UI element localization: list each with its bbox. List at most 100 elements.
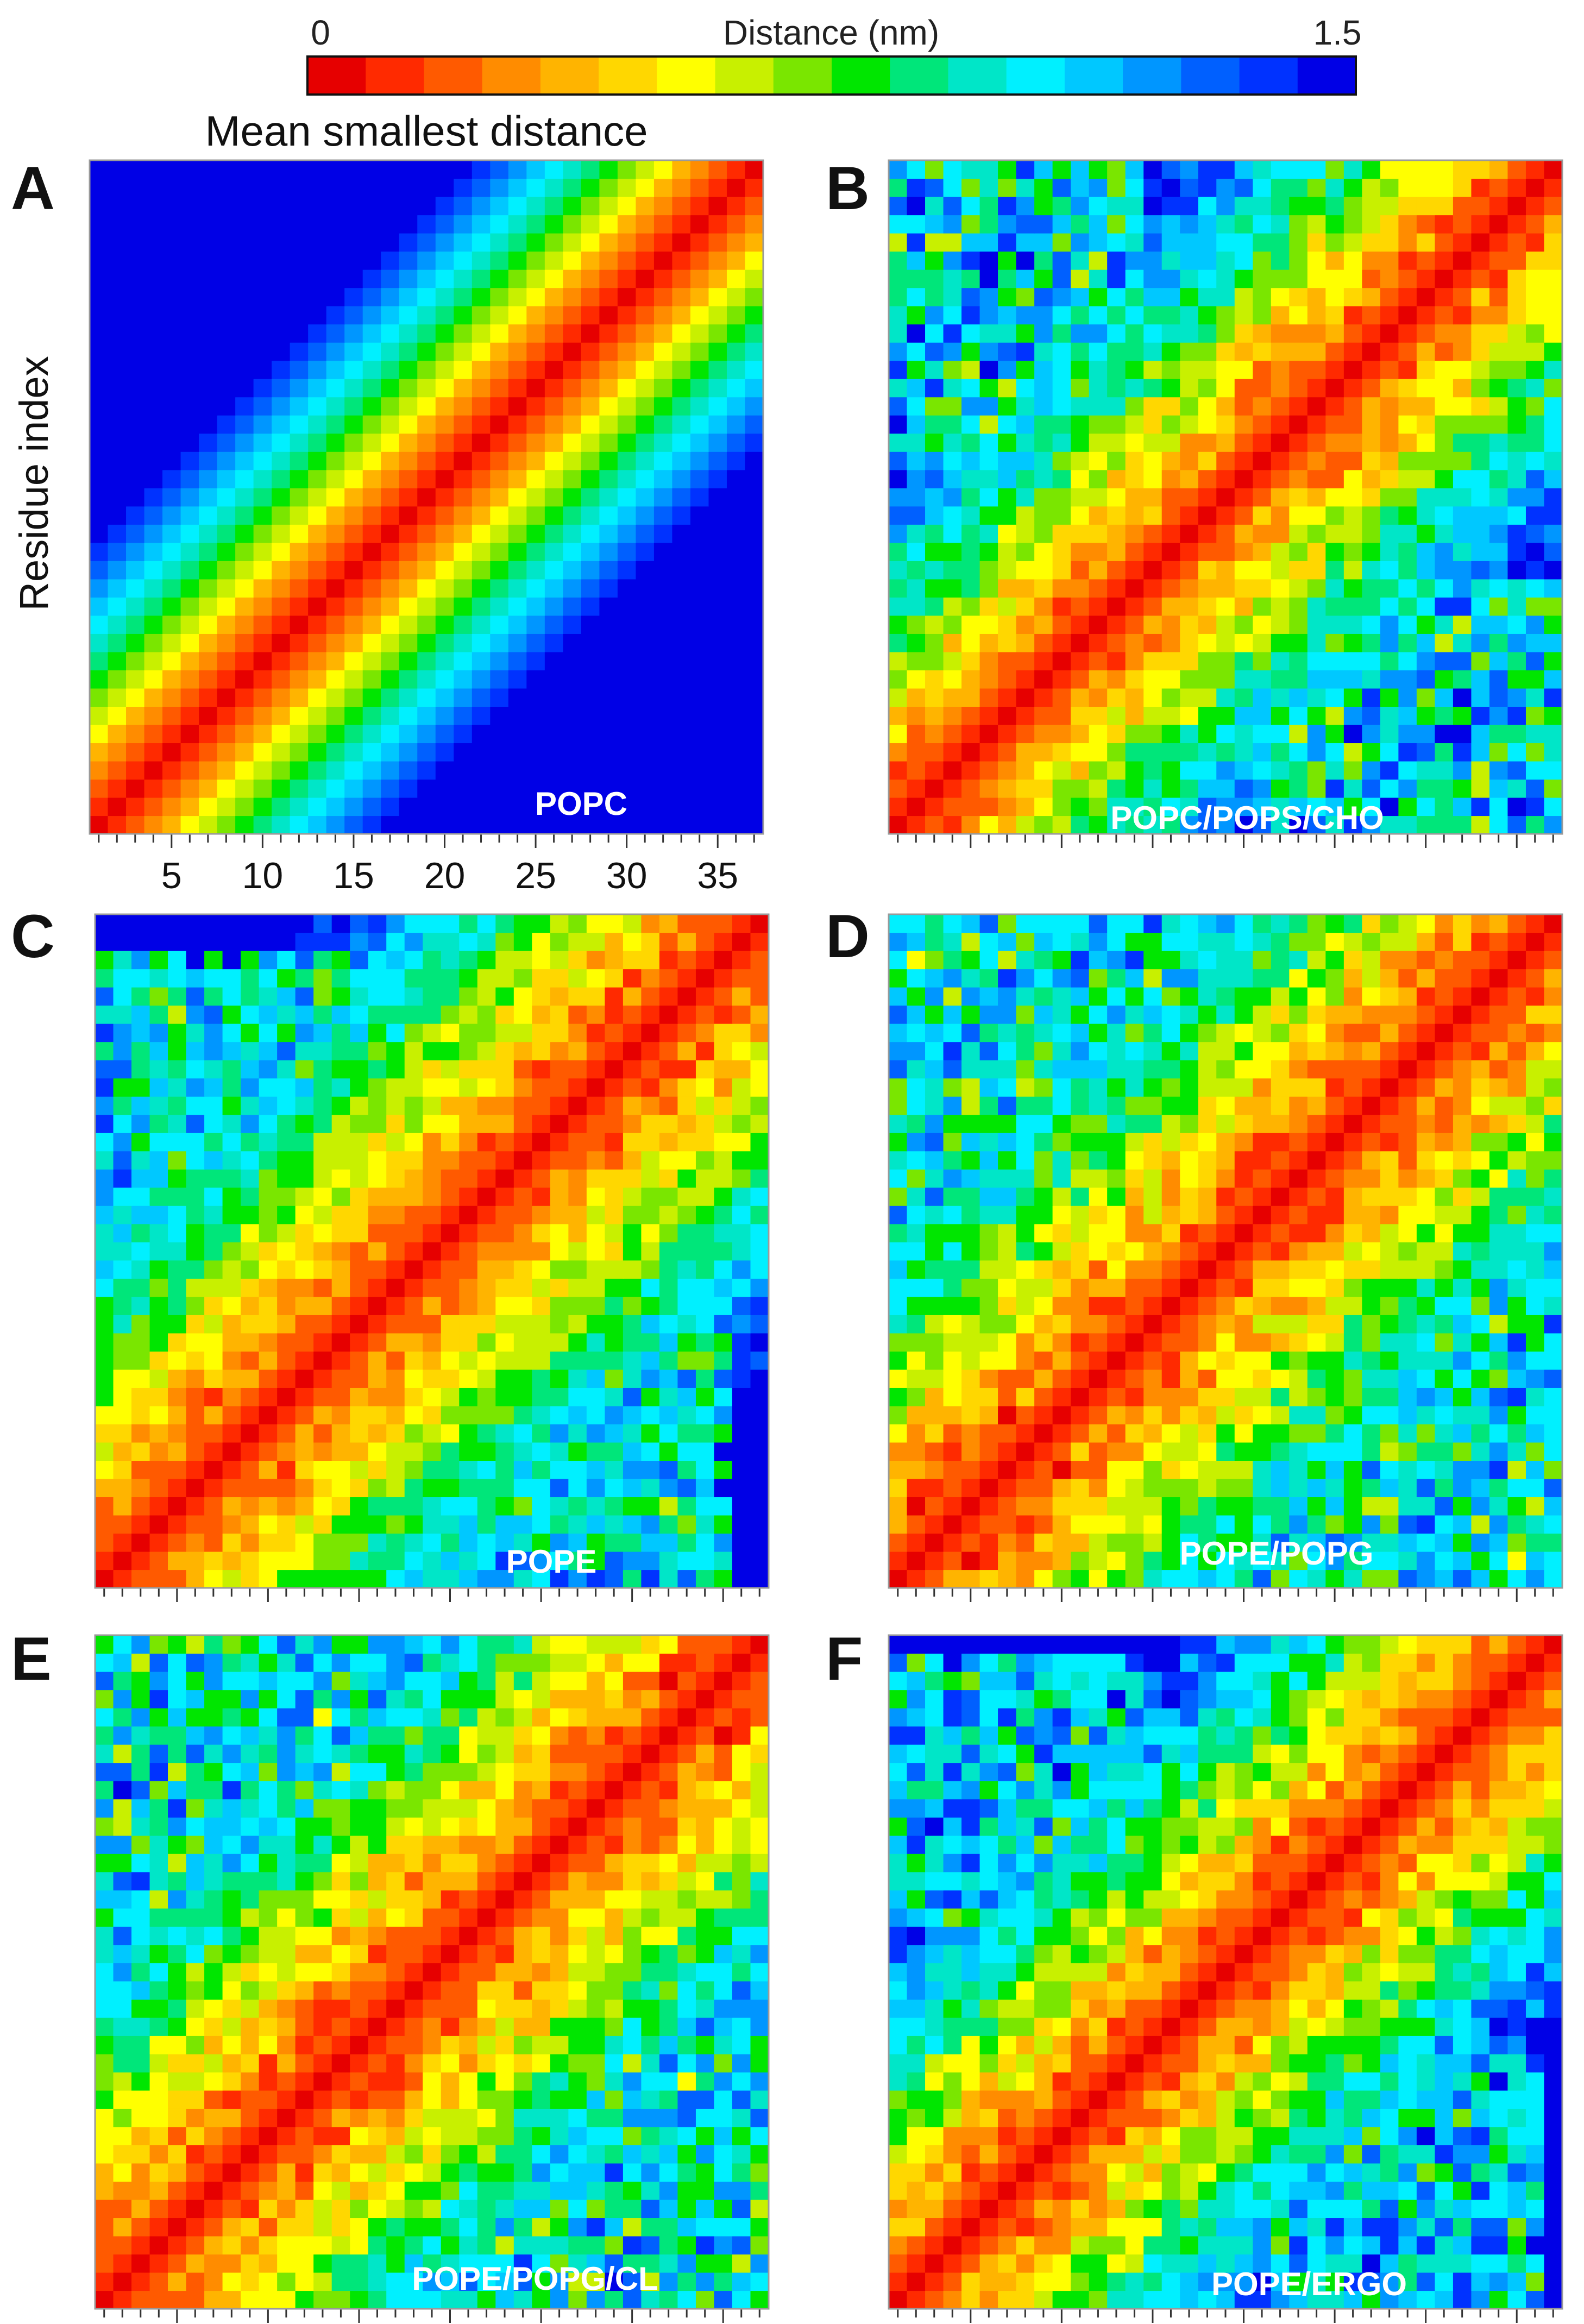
- heatmap-cell: [550, 1369, 569, 1388]
- heatmap-cell: [277, 987, 296, 1006]
- heatmap-cell: [907, 1405, 926, 1424]
- heatmap-cell: [1343, 488, 1362, 507]
- heatmap-cell: [399, 524, 418, 543]
- heatmap-cell: [889, 688, 908, 707]
- heatmap-cell: [1198, 761, 1217, 780]
- heatmap-cell: [745, 287, 764, 306]
- heatmap-cell: [1289, 1223, 1308, 1242]
- heatmap-cell: [386, 987, 405, 1006]
- heatmap-cell: [472, 451, 491, 470]
- heatmap-cell: [1362, 1260, 1381, 1279]
- heatmap-cell: [636, 379, 655, 398]
- heatmap-cell: [1289, 1533, 1308, 1552]
- heatmap-cell: [326, 397, 345, 416]
- heatmap-cell: [417, 324, 436, 343]
- heatmap-cell: [889, 488, 908, 507]
- heatmap-cell: [708, 488, 727, 507]
- heatmap-cell: [1380, 761, 1399, 780]
- heatmap-cell: [149, 1133, 168, 1152]
- heatmap-cell: [1253, 615, 1272, 634]
- heatmap-cell: [1125, 1551, 1144, 1571]
- heatmap-cell: [295, 1569, 314, 1588]
- heatmap-cell: [1307, 1351, 1326, 1370]
- heatmap-cell: [1489, 469, 1508, 488]
- heatmap-cell: [454, 251, 473, 270]
- heatmap-cell: [532, 1041, 551, 1060]
- heatmap-cell: [1380, 797, 1399, 816]
- heatmap-cell: [925, 1387, 944, 1406]
- heatmap-cell: [1343, 1460, 1362, 1479]
- heatmap-cell: [1471, 724, 1490, 744]
- heatmap-cell: [368, 1278, 387, 1297]
- heatmap-cell: [350, 1242, 369, 1261]
- heatmap-cell: [1398, 1442, 1417, 1461]
- heatmap-cell: [1343, 1424, 1362, 1443]
- heatmap-cell: [272, 269, 291, 288]
- heatmap-cell: [222, 1133, 241, 1152]
- heatmap-cell: [368, 1497, 387, 1516]
- heatmap-cell: [1307, 743, 1326, 762]
- heatmap-cell: [1398, 1424, 1417, 1443]
- heatmap-cell: [889, 1351, 908, 1370]
- heatmap-cell: [1289, 815, 1308, 834]
- heatmap-cell: [745, 797, 764, 816]
- heatmap-cell: [108, 542, 127, 561]
- heatmap-cell: [1271, 287, 1290, 306]
- heatmap-cell: [605, 1497, 624, 1516]
- heatmap-cell: [544, 269, 563, 288]
- heatmap-cell: [943, 561, 962, 580]
- heatmap-cell: [1125, 1242, 1144, 1261]
- heatmap-cell: [454, 451, 473, 470]
- heatmap-cell: [217, 797, 236, 816]
- heatmap-cell: [1307, 724, 1326, 744]
- heatmap-cell: [277, 1041, 296, 1060]
- heatmap-cell: [1307, 1369, 1326, 1388]
- panel-c: C POPE: [11, 902, 770, 1602]
- heatmap-cell: [526, 506, 545, 525]
- heatmap-cell: [490, 706, 509, 725]
- heatmap-cell: [1161, 579, 1180, 598]
- heatmap-cell: [1143, 1369, 1162, 1388]
- heatmap-cell: [1161, 815, 1180, 834]
- heatmap-cell: [1143, 306, 1162, 325]
- heatmap-cell: [1180, 670, 1199, 689]
- heatmap-cell: [308, 360, 327, 379]
- heatmap-cell: [241, 1205, 260, 1224]
- heatmap-cell: [1507, 178, 1526, 197]
- heatmap-cell: [1180, 1478, 1199, 1498]
- heatmap-cell: [1307, 1551, 1326, 1571]
- heatmap-frame-b: [888, 159, 1563, 835]
- heatmap-cell: [581, 615, 600, 634]
- heatmap-cell: [295, 1260, 314, 1279]
- heatmap-cell: [1271, 451, 1290, 470]
- heatmap-cell: [423, 1078, 442, 1097]
- heatmap-cell: [532, 1405, 551, 1424]
- heatmap-cell: [235, 415, 254, 434]
- heatmap-cell: [235, 233, 254, 252]
- heatmap-cell: [1052, 633, 1071, 652]
- heatmap-cell: [435, 469, 454, 488]
- heatmap-cell: [113, 1205, 132, 1224]
- heatmap-cell: [1435, 1369, 1454, 1388]
- heatmap-cell: [295, 1114, 314, 1133]
- heatmap-cell: [513, 1260, 532, 1279]
- heatmap-cell: [961, 797, 980, 816]
- heatmap-cell: [477, 1023, 496, 1042]
- heatmap-cell: [925, 1515, 944, 1534]
- heatmap-cell: [1016, 524, 1035, 543]
- heatmap-cell: [513, 1060, 532, 1079]
- heatmap-cell: [943, 1533, 962, 1552]
- heatmap-cell: [1471, 1278, 1490, 1297]
- heatmap-cell: [1234, 761, 1253, 780]
- heatmap-cell: [1107, 415, 1126, 434]
- heatmap-cell: [605, 1260, 624, 1279]
- heatmap-cell: [550, 1205, 569, 1224]
- heatmap-cell: [672, 251, 691, 270]
- heatmap-cell: [1234, 597, 1253, 616]
- heatmap-cell: [1435, 269, 1454, 288]
- heatmap-cell: [672, 524, 691, 543]
- heatmap-cell: [568, 1133, 587, 1152]
- heatmap-cell: [313, 1497, 332, 1516]
- heatmap-cell: [417, 451, 436, 470]
- heatmap-cell: [745, 579, 764, 598]
